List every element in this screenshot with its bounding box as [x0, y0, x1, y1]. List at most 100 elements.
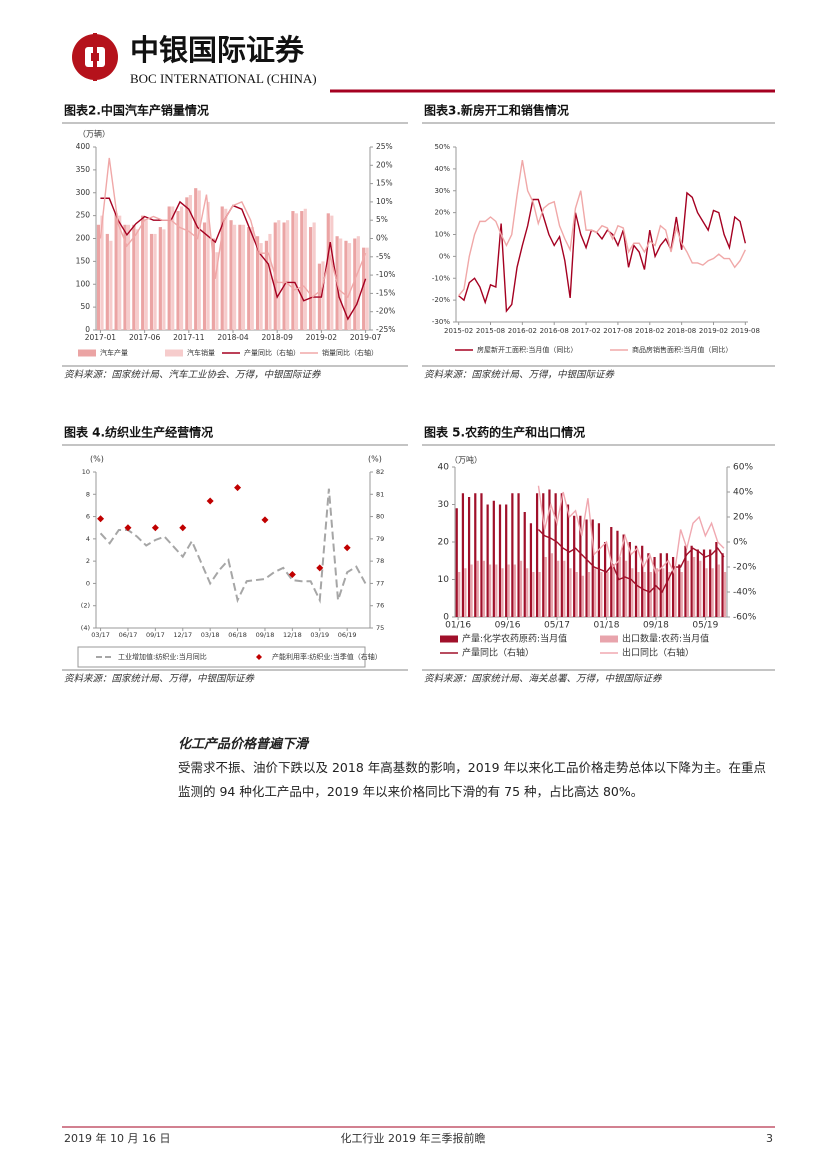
bar [705, 568, 708, 617]
bar [277, 220, 281, 330]
bar [158, 227, 162, 330]
bar [603, 542, 607, 617]
x-tick-label: 2015-08 [476, 327, 505, 335]
y-tick-label: 250 [76, 211, 91, 220]
line [537, 485, 725, 576]
bar [550, 553, 554, 617]
bar [347, 243, 352, 330]
chart-source: 资料来源：国家统计局、万得，中银国际证券 [424, 369, 616, 381]
y2-tick-label: -5% [376, 252, 391, 261]
x-tick-label: 2016-02 [508, 327, 537, 335]
y-tick-label: -30% [432, 318, 450, 326]
bar [659, 553, 662, 617]
bar [238, 224, 242, 330]
bar [185, 197, 189, 330]
y2-tick-label: 25% [376, 142, 393, 151]
y-tick-label: 150 [76, 256, 91, 265]
bar [458, 572, 461, 617]
logo-bar [93, 33, 97, 81]
x-tick-label: 2019-02 [699, 327, 728, 335]
y-tick-label: 0% [439, 252, 450, 260]
legend-label: 出口同比（右轴） [622, 647, 694, 659]
x-tick-label: 03/18 [201, 631, 220, 639]
legend-label: 汽车销量 [187, 348, 215, 357]
x-tick-label: 2019-07 [350, 333, 382, 342]
chart-title: 图表 5.农药的生产和出口情况 [424, 425, 585, 440]
bar [455, 508, 458, 617]
x-tick-label: 2016-08 [540, 327, 569, 335]
x-tick-label: 01/16 [445, 621, 471, 631]
bar [100, 215, 104, 330]
bar [179, 206, 184, 330]
y-tick-label: 350 [76, 165, 91, 174]
bar [312, 222, 316, 330]
chart: 图表 5.农药的生产和出口情况资料来源：国家统计局、海关总署、万得，中银国际证券… [422, 425, 775, 685]
bar [655, 568, 659, 617]
chart: 图表2.中国汽车产销量情况资料来源：国家统计局、汽车工业协会、万得，中银国际证券… [62, 103, 408, 381]
x-tick-label: 06/17 [119, 631, 138, 639]
y-tick-label: 300 [76, 188, 91, 197]
bar [224, 208, 228, 330]
bar [519, 560, 523, 617]
legend-label: 工业增加值:纺织业:当月同比 [118, 652, 207, 661]
bar [498, 504, 502, 617]
bar [717, 564, 720, 617]
y2-tick-label: 78 [376, 557, 384, 565]
line [458, 160, 746, 297]
line [99, 157, 367, 299]
bar [286, 220, 290, 330]
bar [585, 519, 588, 617]
section-heading: 化工产品价格普遍下滑 [178, 737, 309, 752]
bar [247, 227, 251, 330]
bar [492, 500, 495, 617]
x-tick-label: 2018-02 [635, 327, 664, 335]
marker [151, 524, 159, 532]
marker [288, 571, 296, 579]
logo-cn: 中银国际证券 [130, 33, 305, 67]
bar [535, 493, 539, 617]
bar [229, 220, 233, 330]
y-tick-label: 100 [76, 279, 91, 288]
x-tick-label: 05/19 [692, 621, 718, 631]
x-tick-label: 2019-02 [306, 333, 338, 342]
x-tick-label: 05/17 [544, 621, 570, 631]
bar [291, 211, 295, 330]
bar [560, 493, 563, 617]
bar [202, 222, 207, 330]
y-tick-label: 40 [438, 463, 450, 473]
bar [587, 572, 591, 617]
y-tick-label: 10% [434, 231, 450, 239]
x-tick-label: 2017-06 [129, 333, 161, 342]
bar [591, 519, 594, 617]
bar [616, 530, 619, 617]
x-tick-label: 06/18 [228, 631, 247, 639]
bar [132, 224, 136, 330]
legend-label: 汽车产量 [100, 348, 128, 357]
bar [606, 572, 609, 617]
bar [467, 497, 471, 617]
bar [625, 560, 628, 617]
y-tick-label: 400 [76, 142, 91, 151]
bar [309, 227, 313, 330]
bar [544, 557, 547, 617]
bar [680, 572, 683, 617]
bar [353, 238, 357, 330]
chart-source: 资料来源：国家统计局、汽车工业协会、万得，中银国际证券 [64, 369, 322, 381]
bar [702, 549, 706, 617]
bar [362, 247, 366, 330]
legend-swatch [256, 654, 262, 660]
footer-date: 2019 年 10 月 16 日 [64, 1131, 170, 1145]
y-tick-label: 40% [434, 165, 450, 173]
legend-swatch [600, 635, 618, 643]
bar [123, 224, 127, 330]
bar [105, 233, 109, 330]
bar [344, 240, 348, 330]
footer-page: 3 [766, 1132, 773, 1145]
bar [96, 224, 101, 330]
bar [554, 493, 557, 617]
marker [234, 484, 242, 492]
bar [135, 229, 139, 330]
bar [188, 195, 192, 330]
